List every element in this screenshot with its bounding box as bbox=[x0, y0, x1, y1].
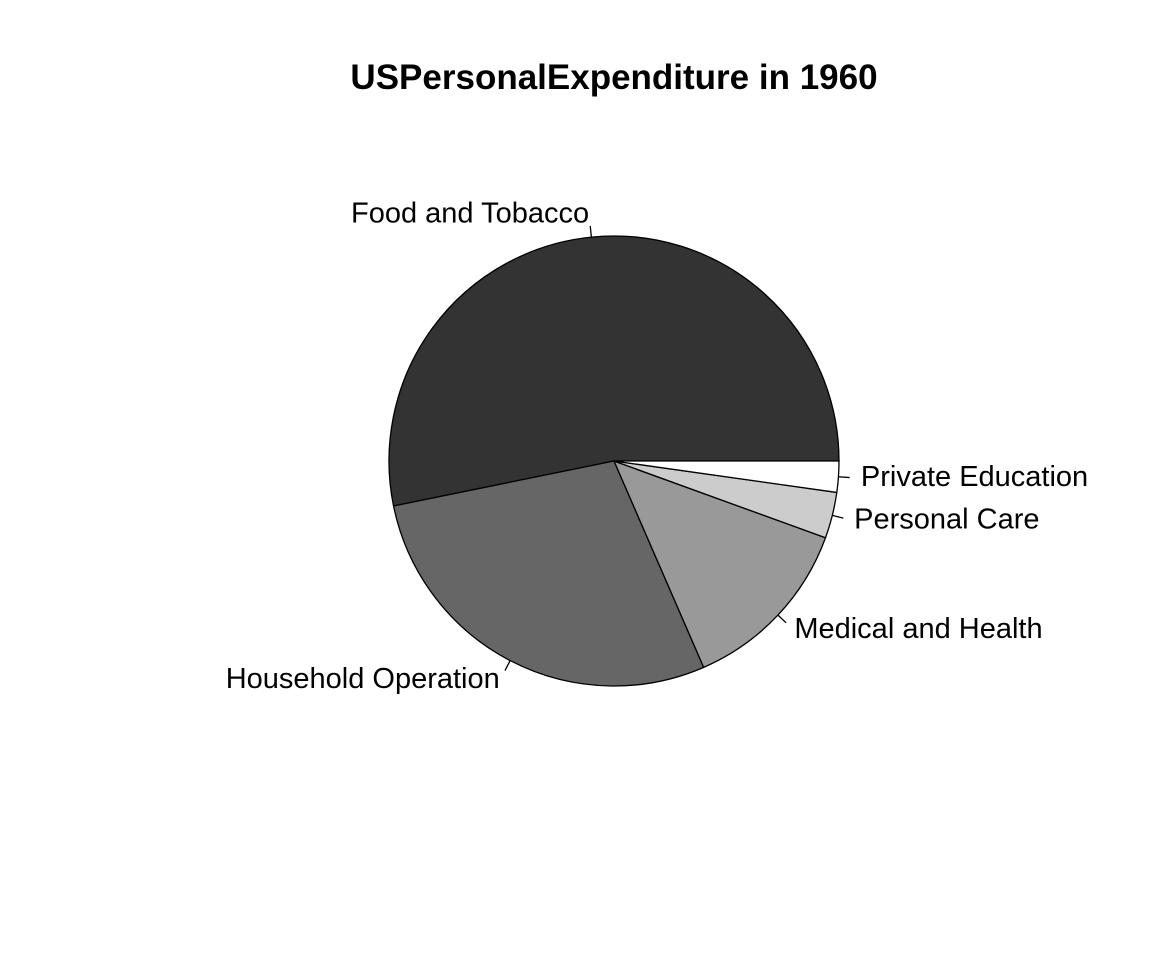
label-tick-food-and-tobacco bbox=[589, 225, 593, 238]
label-tick-private-education bbox=[838, 476, 850, 479]
slice-label-personal-care: Personal Care bbox=[854, 503, 1039, 535]
pie-slice-medical-and-health bbox=[612, 459, 827, 669]
slice-label-private-education: Private Education bbox=[861, 461, 1088, 493]
chart-title: USPersonalExpenditure in 1960 bbox=[350, 58, 878, 97]
pie-slice-household-operation bbox=[392, 460, 705, 687]
label-tick-personal-care bbox=[832, 514, 844, 519]
label-tick-medical-and-health bbox=[777, 614, 787, 624]
slice-labels: Food and Tobacco Household Operation Medic… bbox=[226, 197, 1089, 695]
slice-label-food-and-tobacco: Food and Tobacco bbox=[351, 197, 589, 229]
pie-slice-food-and-tobacco bbox=[388, 235, 840, 507]
pie-slices bbox=[388, 235, 840, 687]
slice-label-household-operation: Household Operation bbox=[226, 663, 500, 695]
label-tick-household-operation bbox=[504, 660, 511, 671]
slice-label-medical-and-health: Medical and Health bbox=[794, 613, 1042, 645]
label-ticks bbox=[504, 225, 850, 671]
